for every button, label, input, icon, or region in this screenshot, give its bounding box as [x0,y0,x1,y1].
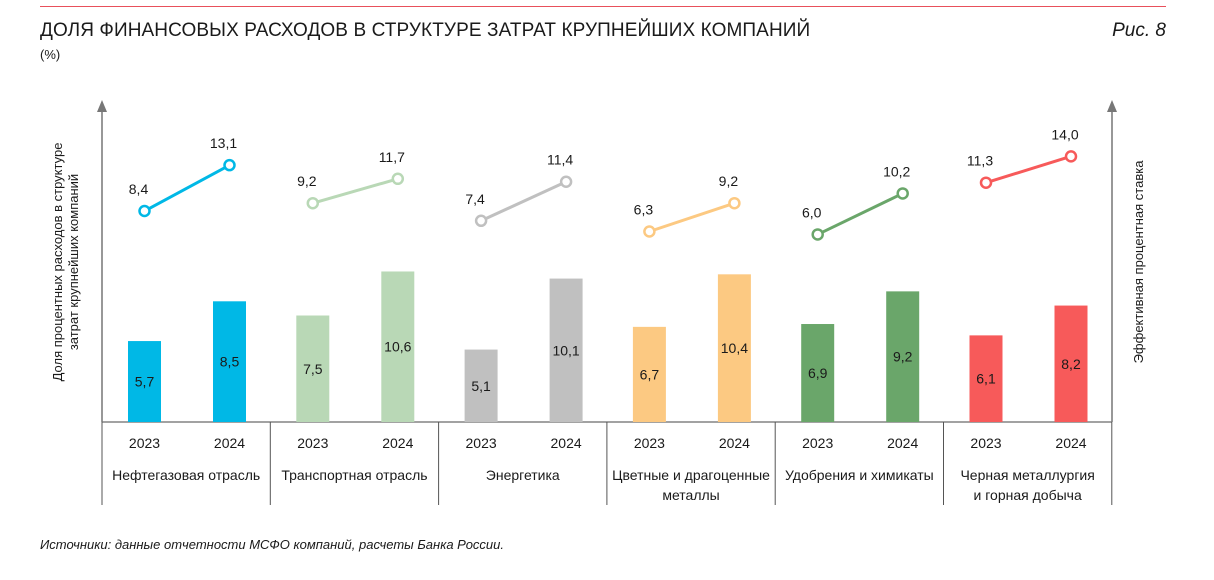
bar-value-label: 10,4 [721,340,748,356]
bar-value-label: 6,1 [976,371,996,387]
rate-point [728,196,741,210]
bar-value-label: 8,5 [220,354,240,370]
bar-value-label: 5,7 [135,374,155,390]
category-label: и горная добыча [974,487,1082,503]
rate-value-label: 10,2 [883,163,910,179]
year-tick-label: 2024 [887,435,918,451]
rate-line [817,192,904,236]
bar [969,335,1003,422]
rate-value-label: 11,3 [967,153,993,169]
bar [1054,305,1088,422]
bar [886,291,920,422]
rate-value-label: 11,7 [379,149,405,165]
rate-value-label: 8,4 [129,181,149,197]
top-rule [40,6,1166,7]
rate-point [643,225,656,238]
y-axis-right-arrow-icon [1107,100,1117,112]
year-tick-label: 2023 [466,435,497,451]
bar-value-label: 9,2 [893,349,913,365]
bar [717,274,751,422]
rate-point [138,204,151,218]
bar-series: 5,7 8,5 7,5 10,6 5,1 10,1 6,7 10,4 6,9 9,2 6,1 8,2 [128,271,1088,422]
rate-value-label: 14,0 [1051,126,1078,142]
bar [464,349,498,422]
y-axis-label-left: Доля процентных расходов в структурезатр… [50,143,81,382]
bar-value-label: 7,5 [303,361,323,377]
rate-value-label: 6,3 [634,202,654,218]
rate-value-label: 7,4 [465,191,485,207]
category-labels: 2023 2024 Нефтегазовая отрасль 2023 2024 Тран… [112,435,1095,503]
rate-point [896,187,909,200]
year-tick-label: 2024 [1055,435,1086,451]
rate-value-label: 11,4 [547,152,573,168]
year-tick-label: 2023 [970,435,1001,451]
source-note: Источники: данные отчетности МСФО компан… [40,537,504,552]
rate-value-label: 9,2 [719,173,739,189]
category-label: металлы [662,487,719,503]
rate-value-label: 9,2 [297,173,317,189]
y-axis-left-arrow-icon [97,100,107,112]
bar-value-label: 10,1 [552,342,579,358]
rate-line [985,154,1072,185]
figure-label: Рис. 8 [1112,20,1166,41]
category-label: Нефтегазовая отрасль [112,467,260,483]
year-tick-label: 2024 [382,435,413,451]
category-label: Черная металлургия [960,467,1094,483]
bar [632,326,666,422]
rate-value-label: 13,1 [210,135,237,151]
bar-value-label: 6,9 [808,365,828,381]
category-label: Удобрения и химикаты [785,467,934,483]
bar [381,271,415,422]
rate-point [391,172,405,186]
year-tick-label: 2023 [634,435,665,451]
category-label: Энергетика [486,467,560,483]
chart-axes [97,100,1117,505]
category-label: Транспортная отрасль [281,467,427,483]
chart-subtitle: (%) [40,47,61,62]
bar [549,278,583,422]
rate-point [811,228,824,241]
bar [128,341,161,422]
rate-point [1064,150,1078,163]
rate-line [648,201,735,233]
rate-value-label: 6,0 [802,204,822,220]
category-label: Цветные и драгоценные [612,467,770,483]
chart-title: ДОЛЯ ФИНАНСОВЫХ РАСХОДОВ В СТРУКТУРЕ ЗАТ… [40,20,811,41]
year-tick-label: 2024 [551,435,582,451]
bar-value-label: 6,7 [640,366,660,382]
bar-value-label: 10,6 [384,339,411,355]
bar-value-label: 8,2 [1061,356,1081,372]
rate-point [306,196,320,210]
rate-line [312,177,399,205]
rate-line [480,180,567,223]
rate-series: 8,4 13,1 9,2 11,7 7,4 11,4 6,3 9,2 6,0 10,2 11,3 14… [129,126,1079,241]
year-tick-label: 2023 [297,435,328,451]
bar-value-label: 5,1 [471,378,491,394]
y-axis-label-right: Эффективная процентная ставка [1131,160,1146,364]
bar [296,315,330,422]
bar [801,324,835,422]
year-tick-label: 2023 [129,435,160,451]
year-tick-label: 2024 [719,435,750,451]
rate-point [474,214,488,228]
rate-point [223,158,236,172]
year-tick-label: 2024 [214,435,245,451]
year-tick-label: 2023 [802,435,833,451]
rate-point [559,175,573,188]
rate-line [143,163,231,213]
bar [213,301,246,422]
rate-point [979,176,993,189]
